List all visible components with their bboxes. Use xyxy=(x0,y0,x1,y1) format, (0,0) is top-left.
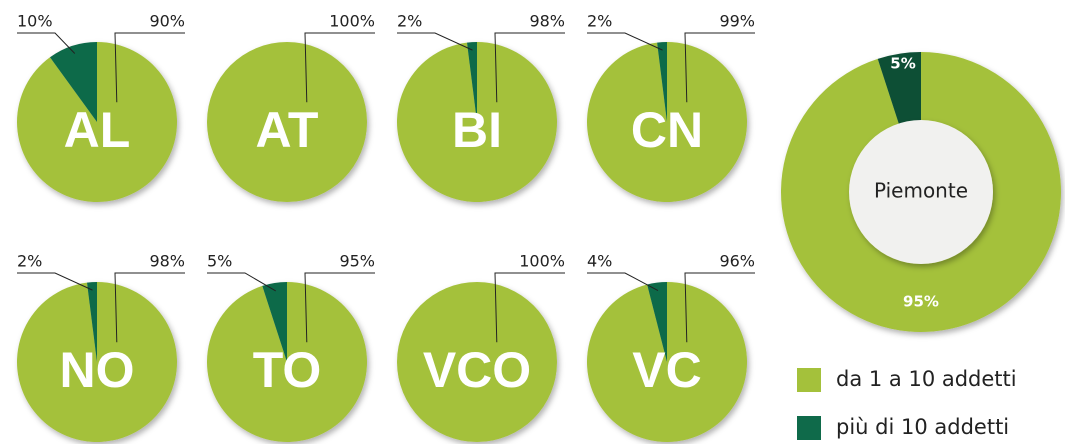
pie xyxy=(206,282,367,442)
legend-swatch xyxy=(797,368,821,392)
donut-hole xyxy=(849,120,993,264)
pie-slice xyxy=(49,42,97,122)
pie-slice xyxy=(16,282,177,442)
pie xyxy=(397,282,557,442)
pie xyxy=(587,42,747,202)
value-label: 2% xyxy=(587,12,612,31)
leader-line xyxy=(397,32,473,51)
pie-slice xyxy=(206,282,367,442)
value-label: 90% xyxy=(149,12,185,31)
pie-label: VC xyxy=(632,342,701,398)
value-label: 98% xyxy=(149,252,185,271)
donut-title: Piemonte xyxy=(874,179,968,203)
leader-line xyxy=(304,32,375,103)
value-label: 98% xyxy=(529,12,565,31)
leader-line xyxy=(684,32,755,103)
leader-line xyxy=(114,272,185,343)
leader-line xyxy=(494,32,565,103)
leader-line xyxy=(114,32,185,103)
pie-slice xyxy=(647,282,667,362)
pie-label: VCO xyxy=(423,342,531,398)
pie-slice xyxy=(86,282,97,362)
pie-slice xyxy=(262,282,287,362)
pie xyxy=(16,282,177,442)
value-label: 100% xyxy=(329,12,375,31)
legend-label: più di 10 addetti xyxy=(836,415,1009,439)
value-label: 100% xyxy=(519,252,565,271)
pie-label: CN xyxy=(631,102,703,158)
pie-label: AL xyxy=(64,102,131,158)
leader-line xyxy=(17,272,93,291)
value-label: 4% xyxy=(587,252,612,271)
pie-label: TO xyxy=(253,342,322,398)
leader-line xyxy=(587,32,663,51)
pie-label: NO xyxy=(60,342,135,398)
leader-line xyxy=(17,32,76,54)
value-label: 5% xyxy=(890,55,915,73)
leader-line xyxy=(684,272,755,343)
leader-line xyxy=(494,272,565,343)
pie xyxy=(16,42,178,202)
legend-swatch xyxy=(797,416,821,440)
value-label: 10% xyxy=(17,12,53,31)
value-label: 2% xyxy=(397,12,422,31)
leader-line xyxy=(304,272,375,343)
pie-slice xyxy=(466,42,477,122)
pie-slice xyxy=(586,282,747,442)
value-label: 96% xyxy=(719,252,755,271)
pie xyxy=(397,42,557,202)
pie xyxy=(207,42,367,202)
pie-label: AT xyxy=(256,102,319,158)
pie-slice xyxy=(207,42,367,202)
pie-slice xyxy=(397,282,557,442)
pie-label: BI xyxy=(452,102,502,158)
value-label: 2% xyxy=(17,252,42,271)
value-label: 95% xyxy=(339,252,375,271)
value-label: 5% xyxy=(207,252,232,271)
value-label: 95% xyxy=(903,293,939,311)
pie-slice xyxy=(657,42,667,122)
leader-line xyxy=(207,272,276,292)
pie xyxy=(586,282,747,442)
leader-line xyxy=(587,272,659,292)
legend-label: da 1 a 10 addetti xyxy=(836,367,1017,391)
value-label: 99% xyxy=(719,12,755,31)
